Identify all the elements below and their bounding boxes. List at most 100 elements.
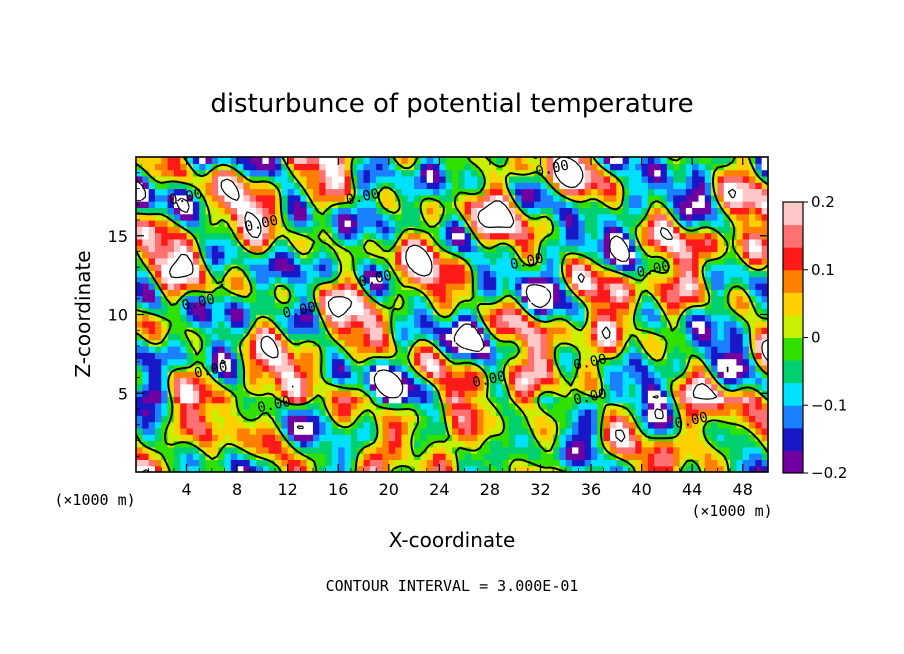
heatmap-cell — [249, 213, 257, 221]
heatmap-cell — [761, 213, 768, 221]
heatmap-cell — [654, 188, 662, 196]
heatmap-cell — [363, 194, 371, 202]
heatmap-cell — [281, 314, 289, 322]
heatmap-cell — [414, 358, 421, 366]
heatmap-cell — [591, 301, 598, 309]
heatmap-cell — [256, 390, 263, 397]
heatmap-cell — [521, 459, 529, 467]
heatmap-cell — [161, 358, 169, 366]
heatmap-cell — [647, 320, 655, 328]
heatmap-cell — [363, 320, 371, 328]
heatmap-cell — [256, 383, 263, 391]
heatmap-cell — [610, 289, 617, 297]
heatmap-cell — [698, 295, 706, 303]
heatmap-cell — [742, 346, 750, 353]
heatmap-cell — [597, 157, 605, 164]
heatmap-cell — [154, 346, 162, 353]
heatmap-cell — [350, 175, 358, 183]
heatmap-cell — [679, 453, 687, 460]
heatmap-cell — [647, 427, 655, 435]
heatmap-cell — [761, 339, 768, 347]
heatmap-cell — [698, 308, 706, 316]
heatmap-cell — [717, 459, 725, 467]
heatmap-cell — [142, 465, 150, 472]
heatmap-cell — [325, 182, 333, 190]
heatmap-cell — [496, 352, 504, 360]
heatmap-cell — [559, 327, 567, 334]
heatmap-cell — [496, 245, 504, 253]
heatmap-cell — [641, 320, 649, 328]
heatmap-cell — [363, 465, 371, 472]
heatmap-cell — [470, 409, 478, 416]
heatmap-cell — [180, 188, 188, 196]
heatmap-cell — [711, 283, 719, 290]
heatmap-cell — [572, 220, 579, 227]
heatmap-cell — [161, 371, 169, 379]
heatmap-cell — [679, 377, 687, 385]
heatmap-cell — [275, 371, 282, 379]
heatmap-cell — [388, 446, 396, 454]
heatmap-cell — [237, 440, 245, 448]
heatmap-cell — [350, 421, 358, 429]
heatmap-cell — [755, 232, 763, 240]
heatmap-cell — [622, 396, 630, 404]
heatmap-cell — [148, 352, 156, 360]
heatmap-cell — [692, 182, 700, 190]
heatmap-cell — [553, 339, 561, 347]
heatmap-cell — [439, 352, 447, 360]
heatmap-cell — [173, 169, 181, 177]
heatmap-cell — [673, 220, 681, 227]
heatmap-cell — [622, 264, 630, 271]
heatmap-cell — [749, 220, 756, 227]
heatmap-cell — [243, 465, 251, 472]
heatmap-cell — [578, 339, 586, 347]
heatmap-cell — [325, 396, 333, 404]
heatmap-cell — [376, 201, 384, 208]
heatmap-cell — [414, 232, 421, 240]
heatmap-cell — [369, 339, 377, 347]
heatmap-cell — [268, 175, 276, 183]
heatmap-cell — [559, 459, 567, 467]
heatmap-cell — [565, 175, 573, 183]
heatmap-cell — [319, 409, 327, 416]
heatmap-cell — [211, 251, 219, 259]
heatmap-cell — [205, 157, 213, 164]
heatmap-cell — [540, 201, 548, 208]
heatmap-cell — [256, 226, 263, 234]
heatmap-cell — [161, 207, 169, 215]
heatmap-cell — [616, 213, 624, 221]
heatmap-cell — [591, 213, 598, 221]
heatmap-cell — [603, 434, 611, 442]
heatmap-cell — [742, 188, 750, 196]
heatmap-cell — [300, 364, 308, 372]
heatmap-cell — [148, 320, 156, 328]
heatmap-cell — [161, 320, 169, 328]
heatmap-cell — [515, 238, 523, 246]
heatmap-cell — [294, 213, 301, 221]
heatmap-cell — [325, 201, 333, 208]
heatmap-cell — [559, 434, 567, 442]
heatmap-cell — [281, 270, 289, 278]
heatmap-cell — [433, 390, 440, 397]
heatmap-cell — [654, 308, 662, 316]
heatmap-cell — [281, 169, 289, 177]
heatmap-cell — [660, 220, 668, 227]
heatmap-cell — [470, 364, 478, 372]
heatmap-cell — [565, 295, 573, 303]
heatmap-cell — [628, 459, 636, 467]
heatmap-cell — [647, 276, 655, 284]
heatmap-cell — [376, 346, 384, 353]
heatmap-cell — [211, 409, 219, 416]
heatmap-cell — [578, 371, 586, 379]
heatmap-cell — [628, 163, 636, 171]
heatmap-cell — [622, 301, 630, 309]
heatmap-cell — [565, 207, 573, 215]
heatmap-cell — [205, 364, 213, 372]
heatmap-cell — [654, 371, 662, 379]
heatmap-cell — [256, 201, 263, 208]
heatmap-cell — [319, 352, 327, 360]
heatmap-cell — [136, 182, 143, 190]
heatmap-cell — [647, 163, 655, 171]
heatmap-cell — [477, 465, 485, 472]
heatmap-cell — [136, 371, 143, 379]
